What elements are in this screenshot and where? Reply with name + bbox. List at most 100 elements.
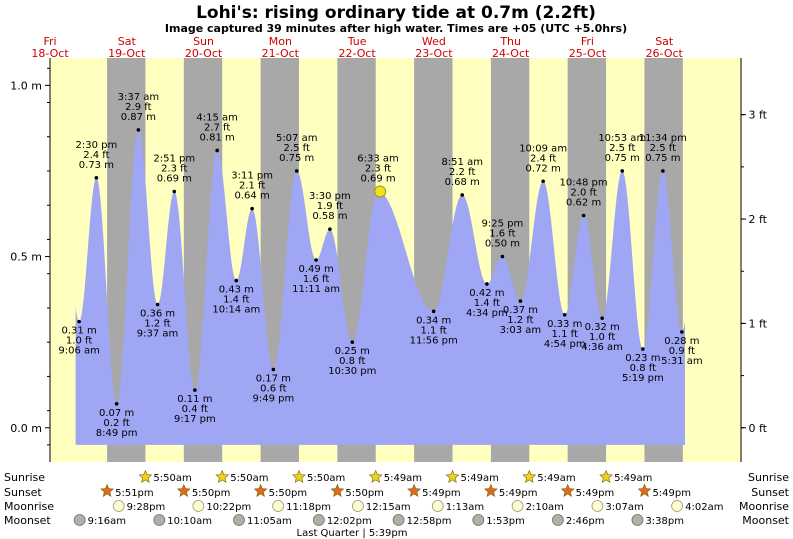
sunrise-icon — [599, 469, 613, 483]
tide-point-high — [136, 128, 141, 132]
tide-label: 3:03 am — [500, 325, 542, 336]
tide-extreme-labels: 0.31 m1.0 ft9:06 am2:30 pm2.4 ft0.73 m0.… — [58, 92, 702, 439]
moonset-time: 10:10am — [167, 516, 212, 527]
day-labels: Fri18-OctSat19-OctSun20-OctMon21-OctTue2… — [31, 35, 683, 60]
sunrise-time: 5:50am — [153, 473, 191, 484]
row-label-sunset-right: Sunset — [751, 486, 789, 499]
tide-label: 0.75 m — [605, 153, 640, 164]
current-level-dot — [374, 185, 387, 198]
day-name-label: Fri — [43, 35, 56, 48]
sunset-icon — [483, 483, 498, 497]
tide-point-high — [581, 213, 586, 218]
left-axis-meters: 0.0 m 0.5 m 1.0 m — [10, 58, 51, 462]
sunrise-time: 5:50am — [230, 473, 268, 484]
tide-label: 0.58 m — [312, 211, 347, 222]
day-date-label: 26-Oct — [646, 47, 684, 60]
moonset-icon — [472, 514, 485, 526]
moonrise-time: 2:10am — [526, 502, 564, 513]
day-name-label: Sat — [118, 35, 137, 48]
moonrise-icon — [591, 500, 604, 512]
tide-label: 1.2 ft — [144, 319, 170, 330]
left-tick-label: 1.0 m — [10, 79, 42, 92]
tide-label: 0.75 m — [645, 153, 680, 164]
tide-point-low — [114, 401, 119, 406]
tide-label: 0.6 ft — [260, 384, 286, 395]
astro-rows: Sunrise Sunrise Sunset Sunset Moonrise M… — [4, 469, 790, 539]
day-date-label: 20-Oct — [185, 47, 223, 60]
tide-label: 0.33 m — [547, 319, 582, 330]
sunrise-time: 5:50am — [307, 473, 345, 484]
row-label-moonrise-left: Moonrise — [4, 500, 54, 513]
tide-area — [75, 130, 686, 445]
tide-label: 2.0 ft — [570, 187, 596, 198]
tide-label: 0.8 ft — [339, 356, 365, 367]
day-name-label: Sun — [193, 35, 214, 48]
tide-point-low — [431, 309, 436, 314]
tide-label: 1.9 ft — [317, 201, 343, 212]
sunrise-icon — [292, 469, 306, 483]
sunset-time: 5:49pm — [499, 488, 538, 499]
sunset-icon — [560, 483, 575, 497]
sunset-icon — [637, 483, 652, 497]
tide-point-high — [94, 176, 99, 180]
tide-label: 1.0 ft — [589, 332, 615, 343]
moonset-icon — [552, 514, 564, 526]
day-name-label: Fri — [581, 35, 594, 48]
sunrise-icon — [368, 469, 383, 483]
tide-point-high — [620, 169, 625, 173]
tide-label: 0.43 m — [219, 285, 254, 296]
tide-label: 0.68 m — [445, 177, 480, 188]
tide-label: 4:36 am — [581, 342, 623, 353]
tide-label: 1.6 ft — [303, 274, 329, 285]
current-level-marker — [374, 185, 387, 198]
sunset-icon — [407, 483, 422, 497]
day-date-label: 22-Oct — [338, 47, 376, 60]
row-label-moonset-right: Moonset — [742, 514, 789, 527]
tide-label: 9:37 am — [137, 329, 179, 340]
tide-label: 0.9 ft — [669, 346, 695, 357]
moonrise-time: 11:18pm — [286, 502, 331, 513]
tide-label: 2:30 pm — [76, 140, 118, 151]
tide-label: 1.0 ft — [66, 336, 92, 347]
tide-label: 0.07 m — [99, 408, 134, 419]
moonrise-time: 10:22pm — [206, 502, 251, 513]
sunset-time: 5:49pm — [652, 488, 691, 499]
moonset-icon — [73, 514, 86, 526]
moonrise-time: 3:07am — [605, 502, 643, 513]
astro-events: 5:50am 5:50am 5:50am 5:49am 5:49am 5:49am 5:49… — [73, 469, 723, 527]
tide-point-high — [500, 254, 505, 259]
moonset-icon — [392, 514, 405, 526]
tide-label: 0.4 ft — [182, 404, 208, 415]
moonset-icon — [153, 514, 166, 526]
sunset-icon — [253, 483, 268, 497]
tide-point-low — [600, 316, 604, 321]
tide-label: 9:25 pm — [482, 219, 524, 230]
tide-label: 2.5 ft — [650, 143, 676, 154]
day-date-label: 25-Oct — [569, 47, 607, 60]
tide-point-high — [215, 148, 219, 153]
sunrise-time: 5:49am — [384, 473, 422, 484]
tide-label: 0.34 m — [416, 315, 451, 326]
tide-label: 0.32 m — [585, 322, 620, 333]
right-tick-label: 3 ft — [749, 109, 768, 122]
tide-label: 0.62 m — [566, 197, 601, 208]
tide-point-low — [155, 302, 160, 307]
day-date-label: 23-Oct — [415, 47, 453, 60]
tide-label: 1.4 ft — [474, 298, 500, 309]
moonset-time: 3:38pm — [645, 516, 684, 527]
left-tick-label: 0.0 m — [10, 422, 42, 435]
row-label-moonrise-right: Moonrise — [739, 500, 789, 513]
tide-label: 5:19 pm — [622, 373, 664, 384]
tide-label: 2.5 ft — [284, 143, 310, 154]
day-date-label: 21-Oct — [262, 47, 300, 60]
tide-label: 0.28 m — [664, 336, 699, 347]
sunrise-time: 5:49am — [537, 473, 575, 484]
moon-phase-label: Last Quarter | 5:39pm — [297, 528, 408, 539]
moonrise-icon — [352, 500, 364, 512]
tide-label: 1.1 ft — [552, 329, 578, 340]
tide-point-low — [518, 299, 523, 303]
sunrise-icon — [215, 469, 230, 483]
tide-label: 10:53 am — [598, 133, 646, 144]
right-axis-feet: 0 ft 1 ft 2 ft 3 ft — [740, 58, 768, 462]
